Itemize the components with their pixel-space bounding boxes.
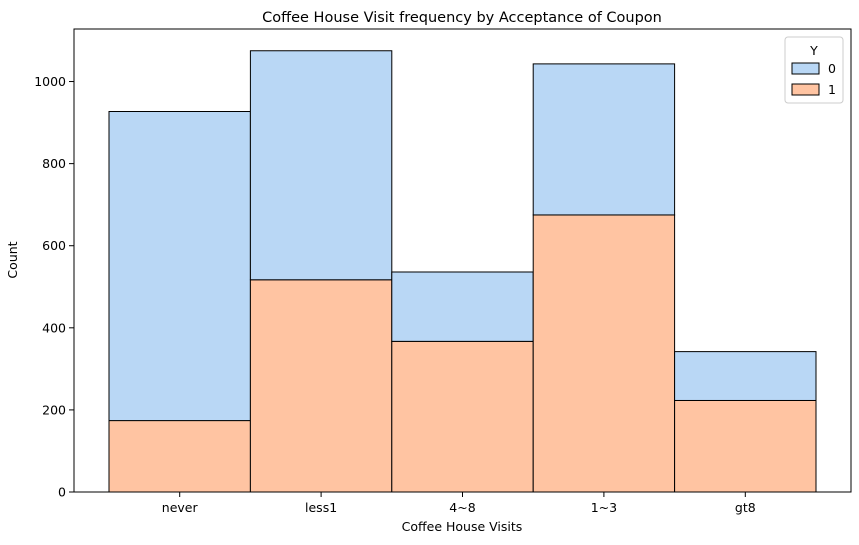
legend-label-0: 0 [828,61,836,76]
bar-never-y1 [108,420,251,493]
chart-title: Coffee House Visit frequency by Acceptan… [262,10,662,26]
y-tick-label: 400 [42,320,66,335]
bar-never-y0 [108,111,251,422]
bar-1~3-y0 [532,63,676,216]
bar-less1-y0 [249,50,393,281]
bar-4~8-y1 [391,340,534,493]
legend-title: Y [809,43,818,58]
y-tick-label: 200 [42,402,66,417]
y-tick-label: 1000 [34,74,66,89]
bar-less1-y1 [249,279,393,493]
bar-1~3-y1 [532,214,676,493]
legend: Y0 1 [784,36,844,104]
bar-gt8-y1 [674,399,817,493]
x-tick-label: gt8 [735,500,756,515]
y-axis: 0 200 400 600 800 1000 [34,74,74,500]
legend-swatch-0 [791,62,820,75]
x-tick-label: never [162,500,199,515]
x-tick-label: less1 [305,500,337,515]
y-tick-label: 800 [42,156,66,171]
x-axis-label: Coffee House Visits [402,519,523,534]
x-tick-label: 1~3 [591,500,617,515]
bars-group [108,50,817,493]
legend-label-1: 1 [828,82,836,97]
y-axis-label: Count [5,241,20,278]
y-tick-label: 600 [42,238,66,253]
x-tick-label: 4~8 [449,500,475,515]
bar-4~8-y0 [391,271,534,342]
x-axis: never less1 4~8 1~3 gt8 [162,492,756,515]
bar-gt8-y0 [674,351,817,401]
y-tick-label: 0 [58,485,66,500]
legend-swatch-1 [791,83,820,96]
